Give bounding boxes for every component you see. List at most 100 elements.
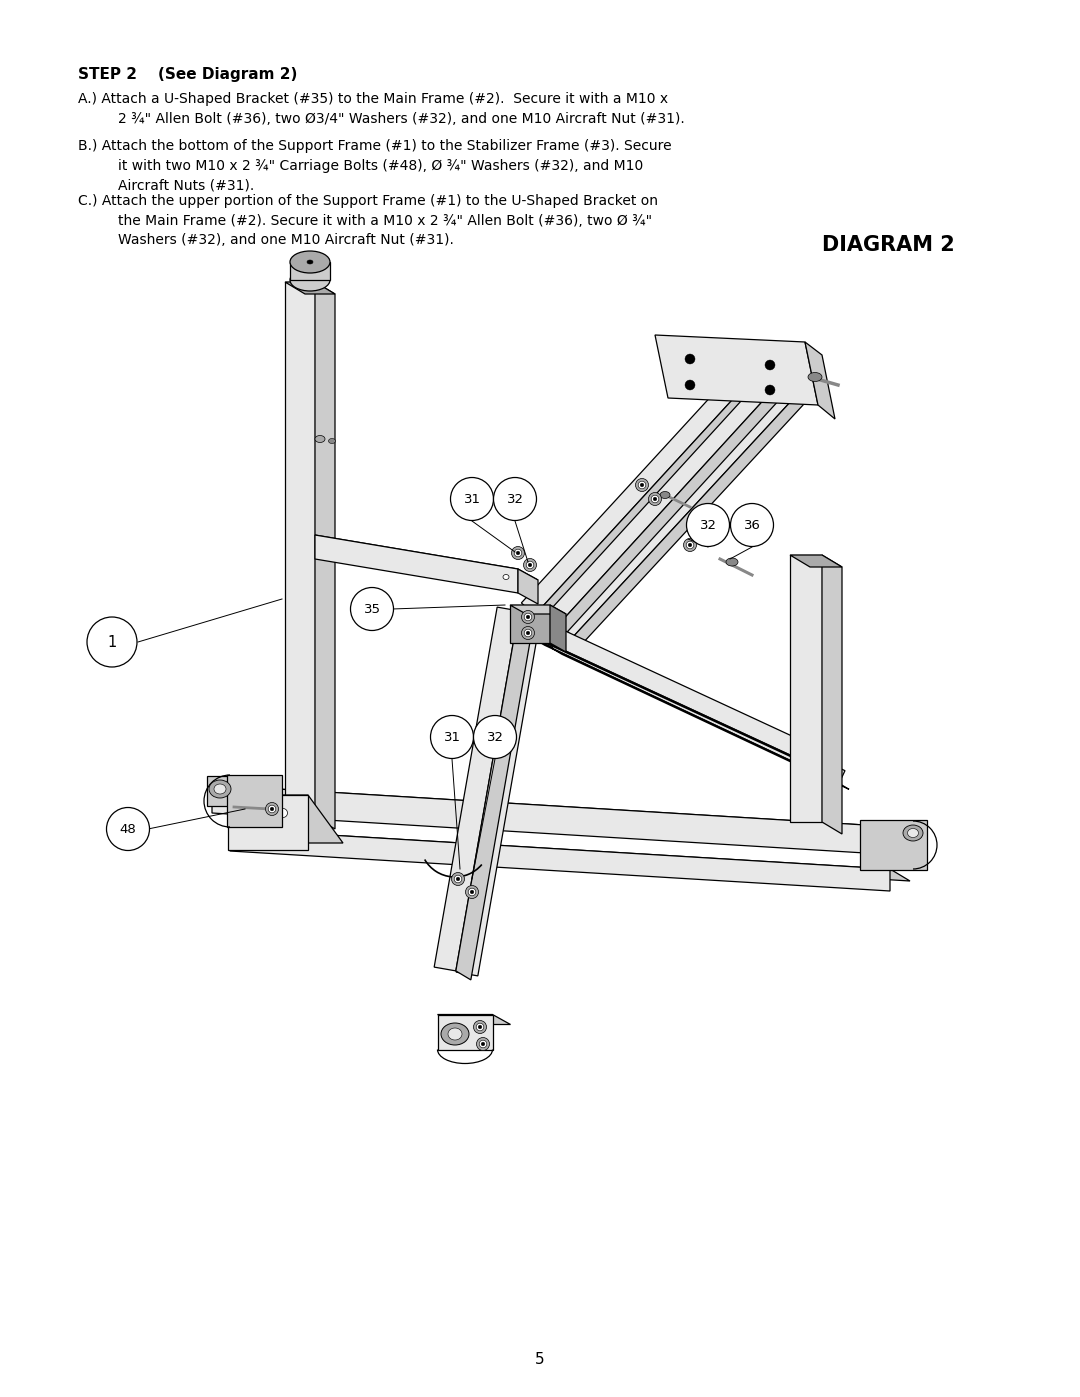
Text: the Main Frame (#2). Secure it with a M10 x 2 ¾" Allen Bolt (#36), two Ø ¾": the Main Frame (#2). Secure it with a M1… [118, 214, 652, 228]
Polygon shape [437, 1014, 511, 1024]
Polygon shape [573, 397, 805, 643]
Text: 31: 31 [463, 493, 481, 506]
Circle shape [648, 493, 661, 506]
Text: 5: 5 [536, 1352, 544, 1368]
Circle shape [494, 478, 537, 521]
Polygon shape [228, 795, 308, 849]
Circle shape [450, 478, 494, 521]
Polygon shape [437, 1014, 492, 1049]
Circle shape [685, 380, 696, 390]
Text: C.) Attach the upper portion of the Support Frame (#1) to the U-Shaped Bracket o: C.) Attach the upper portion of the Supp… [78, 194, 658, 208]
Ellipse shape [214, 784, 226, 793]
Polygon shape [510, 605, 566, 615]
Circle shape [651, 495, 659, 503]
Circle shape [526, 562, 534, 569]
Polygon shape [518, 569, 538, 604]
Polygon shape [805, 342, 835, 419]
Circle shape [524, 613, 531, 620]
Circle shape [685, 353, 696, 365]
Circle shape [524, 629, 531, 637]
Circle shape [473, 715, 516, 759]
Circle shape [431, 715, 473, 759]
Circle shape [526, 631, 530, 634]
Ellipse shape [328, 439, 336, 443]
Ellipse shape [315, 436, 325, 443]
Circle shape [470, 890, 474, 894]
Text: it with two M10 x 2 ¾" Carriage Bolts (#48), Ø ¾" Washers (#32), and M10: it with two M10 x 2 ¾" Carriage Bolts (#… [118, 158, 644, 172]
Text: 31: 31 [444, 731, 460, 743]
Circle shape [107, 807, 149, 851]
Polygon shape [212, 785, 887, 837]
Polygon shape [535, 372, 769, 622]
Polygon shape [230, 828, 910, 882]
Circle shape [455, 875, 462, 883]
Polygon shape [285, 282, 315, 817]
Polygon shape [544, 373, 778, 627]
Ellipse shape [907, 828, 918, 837]
Polygon shape [552, 636, 845, 784]
Polygon shape [535, 624, 828, 773]
Circle shape [279, 809, 287, 817]
Ellipse shape [210, 780, 231, 798]
Polygon shape [552, 648, 849, 789]
Polygon shape [556, 384, 788, 633]
Ellipse shape [726, 557, 738, 566]
Circle shape [686, 541, 693, 549]
Circle shape [87, 617, 137, 666]
Text: 32: 32 [700, 518, 716, 531]
Circle shape [516, 552, 519, 555]
Text: 35: 35 [364, 602, 380, 616]
Text: 32: 32 [507, 493, 524, 506]
Circle shape [522, 610, 535, 623]
Polygon shape [822, 555, 842, 834]
Circle shape [270, 807, 274, 810]
Polygon shape [315, 282, 335, 828]
Polygon shape [550, 605, 566, 652]
Circle shape [526, 615, 530, 619]
Polygon shape [315, 535, 518, 592]
Circle shape [476, 1038, 489, 1051]
Circle shape [684, 538, 697, 552]
Ellipse shape [291, 270, 330, 291]
Circle shape [476, 1023, 484, 1031]
Text: A.) Attach a U-Shaped Bracket (#35) to the Main Frame (#2).  Secure it with a M1: A.) Attach a U-Shaped Bracket (#35) to t… [78, 92, 669, 106]
Circle shape [524, 559, 537, 571]
Text: STEP 2    (See Diagram 2): STEP 2 (See Diagram 2) [78, 67, 297, 82]
Polygon shape [228, 795, 343, 842]
Polygon shape [207, 775, 280, 806]
Polygon shape [654, 335, 818, 405]
Ellipse shape [441, 1023, 469, 1045]
Ellipse shape [903, 826, 923, 841]
Polygon shape [212, 785, 865, 854]
Circle shape [635, 479, 648, 492]
Ellipse shape [291, 251, 330, 272]
Text: Aircraft Nuts (#31).: Aircraft Nuts (#31). [118, 177, 254, 191]
Circle shape [478, 1025, 482, 1028]
Circle shape [687, 503, 729, 546]
Circle shape [514, 549, 522, 557]
Polygon shape [514, 627, 811, 766]
Polygon shape [522, 359, 758, 615]
Circle shape [730, 503, 773, 546]
Circle shape [688, 543, 692, 546]
Polygon shape [315, 535, 538, 580]
Circle shape [473, 1020, 486, 1034]
Circle shape [480, 1041, 487, 1048]
Polygon shape [514, 610, 809, 760]
Polygon shape [535, 640, 832, 778]
Circle shape [765, 386, 775, 395]
Text: 48: 48 [120, 823, 136, 835]
Circle shape [522, 626, 535, 640]
Polygon shape [563, 387, 795, 637]
Circle shape [266, 802, 279, 816]
Circle shape [268, 805, 275, 813]
Polygon shape [230, 828, 890, 891]
Ellipse shape [660, 492, 670, 499]
Ellipse shape [448, 1028, 462, 1039]
Circle shape [456, 877, 460, 880]
Ellipse shape [307, 260, 313, 264]
Polygon shape [789, 555, 842, 567]
Circle shape [528, 563, 531, 567]
Circle shape [469, 888, 476, 895]
Circle shape [351, 588, 393, 630]
